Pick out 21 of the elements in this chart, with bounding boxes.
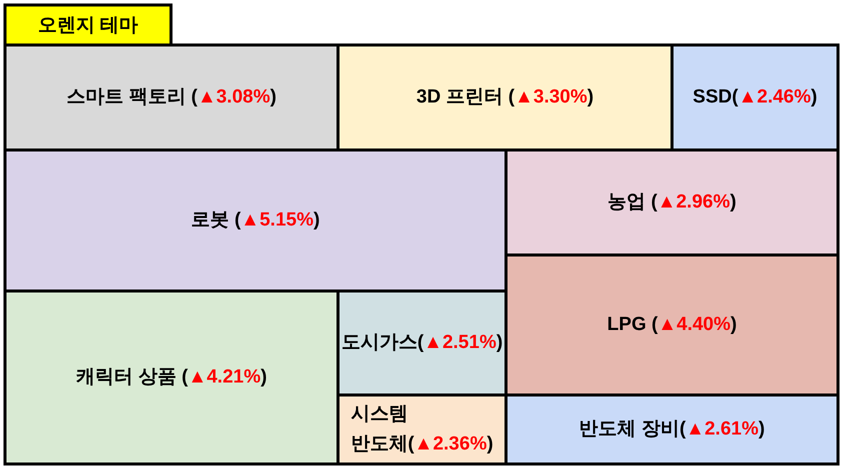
data-label: (▲2.36%) [408, 434, 494, 455]
text: 오렌지 테마 [38, 15, 138, 36]
category-label: LPG [607, 314, 646, 336]
data-label: (▲4.40%) [652, 314, 737, 336]
data-label: (▲3.30%) [508, 86, 594, 108]
category-label: 스마트 팩토리 [66, 86, 186, 108]
category-label: 반도체 장비 [579, 418, 680, 440]
category-label: SSD [692, 86, 732, 108]
data-label: (▲5.15%) [234, 210, 320, 231]
data-label: (▲4.21%) [182, 366, 267, 388]
data-label: (▲2.51%) [417, 332, 503, 354]
category-label: 로봇 [191, 210, 230, 231]
category-label: 시스템 반도체 [350, 404, 408, 455]
category-label: 3D 프린터 [416, 86, 503, 108]
category-label: 농업 [608, 192, 646, 213]
category-label: 도시가스 [341, 332, 418, 354]
data-label: (▲2.61%) [679, 418, 765, 440]
category-label: 캐릭터 상품 [76, 366, 176, 388]
data-label: (▲3.08%) [191, 86, 276, 108]
data-label: (▲2.46%) [732, 86, 818, 108]
data-label: (▲2.96%) [650, 192, 736, 213]
